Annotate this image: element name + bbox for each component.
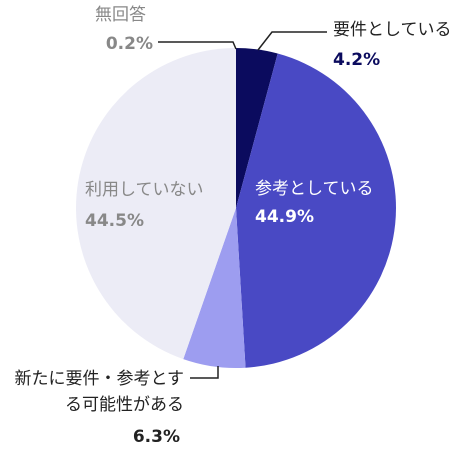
- value-label: 6.3%: [132, 427, 180, 447]
- slice-label: 参考としている: [255, 179, 374, 199]
- value-label: 44.5%: [85, 211, 144, 231]
- value-label: 4.2%: [333, 50, 381, 70]
- pie-slice: [75, 48, 236, 360]
- slice-label: 要件としている: [333, 20, 452, 40]
- slice-label: 利用していない: [85, 180, 204, 200]
- pie-slice: [233, 48, 236, 208]
- slice-label: 新たに要件・参考とする可能性がある: [14, 369, 185, 415]
- leader-line: [190, 366, 219, 379]
- pie-slice: [236, 48, 278, 208]
- leader-line: [158, 41, 237, 50]
- pie-slice: [183, 208, 246, 368]
- value-label: 44.9%: [255, 207, 314, 227]
- slice-label: 無回答: [95, 5, 146, 25]
- pie-slice: [236, 53, 396, 368]
- pie: [75, 48, 396, 368]
- value-label: 0.2%: [105, 34, 153, 54]
- leader-line: [257, 31, 327, 51]
